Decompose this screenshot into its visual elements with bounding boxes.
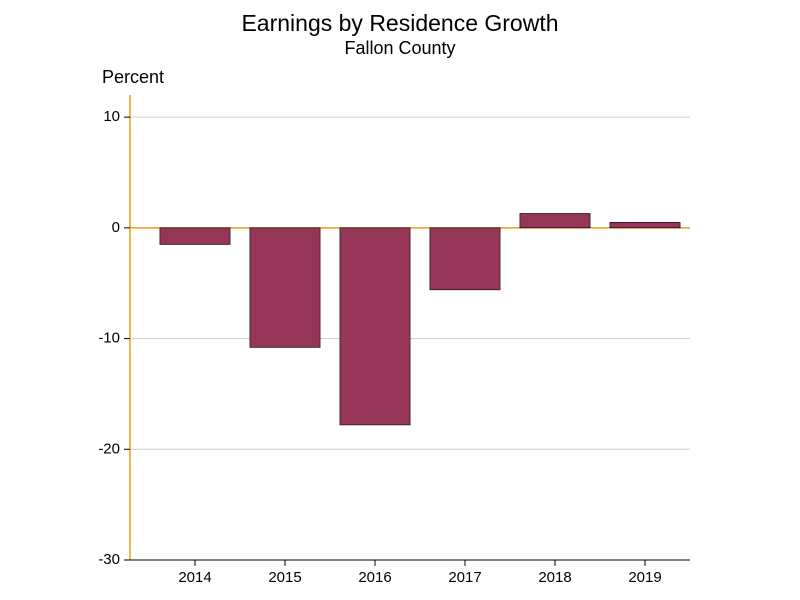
bar xyxy=(160,228,230,245)
chart-subtitle: Fallon County xyxy=(0,38,800,59)
y-axis-label: Percent xyxy=(102,67,164,88)
x-tick-label: 2017 xyxy=(448,569,481,586)
chart-svg: -30 -20 -10 0 10 2014 2015 2016 2017 2018 2019 xyxy=(0,0,800,600)
y-tick-label: 0 xyxy=(112,219,120,236)
x-tick-label: 2015 xyxy=(268,569,301,586)
y-tick-label: -10 xyxy=(98,330,120,347)
x-tick-label: 2018 xyxy=(538,569,571,586)
bar xyxy=(340,228,410,425)
x-tick-label: 2014 xyxy=(178,569,211,586)
bar xyxy=(610,222,680,228)
bar xyxy=(430,228,500,290)
chart-title: Earnings by Residence Growth xyxy=(0,10,800,37)
bars xyxy=(160,213,680,424)
x-tick-label: 2019 xyxy=(628,569,661,586)
y-tick-label: -20 xyxy=(98,440,120,457)
bar xyxy=(250,228,320,348)
x-tick-label: 2016 xyxy=(358,569,391,586)
chart-container: Earnings by Residence Growth Fallon Coun… xyxy=(0,0,800,600)
bar xyxy=(520,213,590,227)
y-tick-label: -30 xyxy=(98,551,120,568)
y-tick-label: 10 xyxy=(103,108,120,125)
